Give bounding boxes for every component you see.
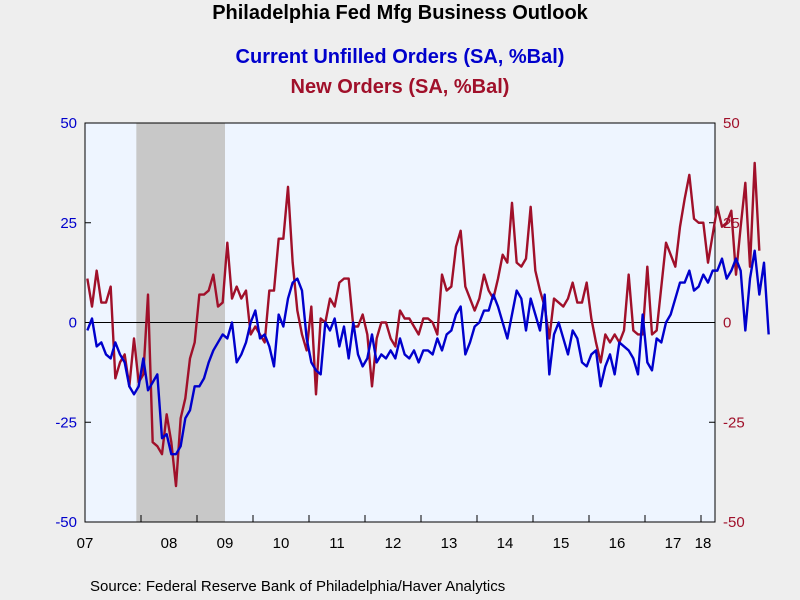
x-tick-label: 13 — [441, 535, 458, 552]
x-tick-label: 07 — [77, 535, 94, 552]
x-tick-label: 12 — [385, 535, 402, 552]
y-tick-label-right: 0 — [723, 315, 731, 332]
series-line-unfilled-orders — [86, 249, 770, 456]
x-tick-label: 10 — [273, 535, 290, 552]
x-tick-label: 16 — [609, 535, 626, 552]
x-tick-label: 15 — [553, 535, 570, 552]
y-tick-label-left: -50 — [55, 514, 77, 531]
legend-series1: Current Unfilled Orders (SA, %Bal) — [235, 46, 565, 68]
y-tick-label-left: 0 — [69, 315, 77, 332]
y-tick-label-left: 25 — [60, 215, 77, 232]
x-tick-label: 11 — [329, 535, 345, 552]
x-tick-label: 09 — [217, 535, 234, 552]
y-tick-label-right: -50 — [723, 514, 745, 531]
y-tick-label-left: 50 — [60, 115, 77, 132]
series-line-new-orders — [86, 161, 761, 488]
x-tick-label: 08 — [161, 535, 178, 552]
chart-title: Philadelphia Fed Mfg Business Outlook — [212, 2, 588, 24]
y-tick-label-right: 50 — [723, 115, 740, 132]
legend-series2: New Orders (SA, %Bal) — [290, 76, 510, 98]
x-tick-label: 17 — [665, 535, 682, 552]
y-tick-label-right: -25 — [723, 414, 745, 431]
y-tick-label-left: -25 — [55, 414, 77, 431]
x-tick-label: 18 — [695, 535, 712, 552]
x-tick-label: 14 — [497, 535, 514, 552]
source-note: Source: Federal Reserve Bank of Philadel… — [90, 578, 506, 595]
